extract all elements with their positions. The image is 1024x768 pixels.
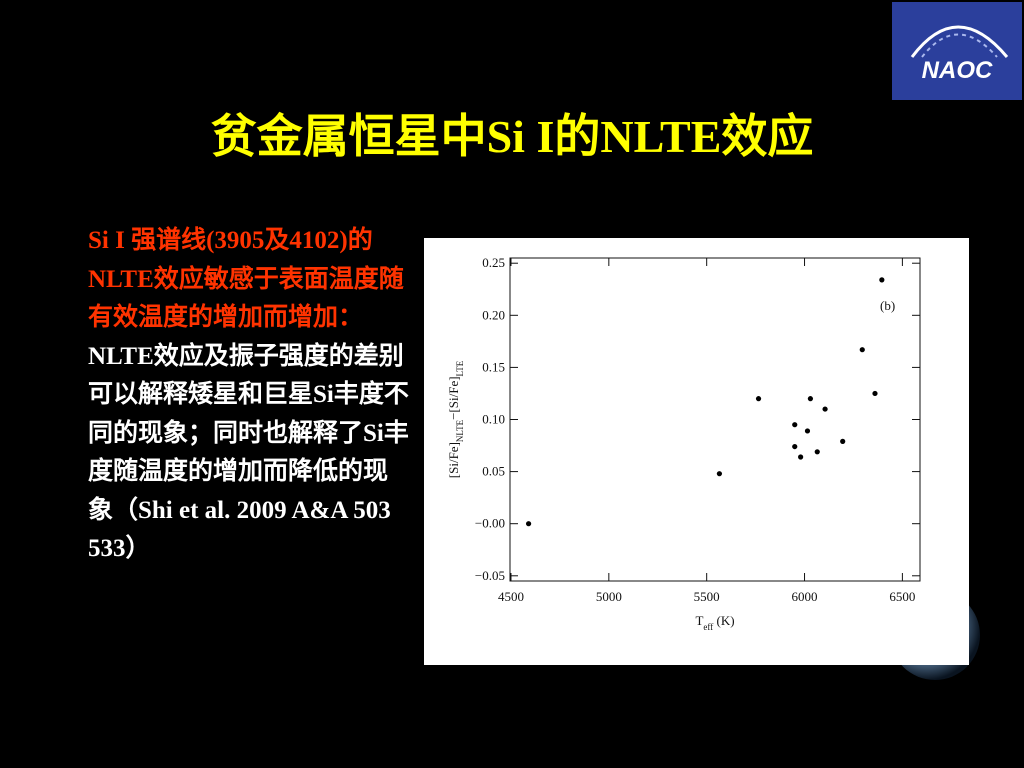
- y-axis-label-part: LTE: [455, 360, 465, 376]
- data-point: [807, 396, 814, 402]
- x-tick-label: 5000: [596, 589, 622, 604]
- x-axis-label-part: T: [695, 613, 703, 628]
- y-tick-label: 0.05: [482, 464, 505, 479]
- logo-arc: [910, 25, 1009, 58]
- data-point: [792, 422, 798, 428]
- highlight-text: Si I 强谱线(3905及4102)的NLTE效应敏感于表面温度随有效温度的增…: [88, 227, 404, 331]
- y-tick-label: 0.10: [482, 412, 505, 427]
- y-tick-label: 0.15: [482, 359, 505, 374]
- data-point: [792, 443, 798, 450]
- slide-title: 贫金属恒星中Si I的NLTE效应: [210, 111, 814, 162]
- y-tick-label: 0.20: [482, 307, 505, 322]
- y-axis-label-part: −[Si/Fe]: [446, 376, 461, 419]
- data-point: [840, 438, 846, 444]
- x-axis-label-part: eff: [703, 622, 713, 632]
- annotation: (b): [880, 298, 895, 313]
- plot-frame: [509, 257, 921, 582]
- data-point: [822, 406, 828, 412]
- x-axis-label: Teff (K): [695, 613, 734, 632]
- chart-panel: 4500 5000 5500 6000 6500 0.25 0.20 0.15 0.10 0.05…: [424, 238, 969, 665]
- x-tick-label: 4500: [498, 589, 524, 604]
- x-tick-label: 5500: [694, 589, 720, 604]
- logo-graphic: NAOC: [892, 2, 1022, 100]
- y-axis-label-part: [Si/Fe]: [446, 442, 461, 478]
- chart: 4500 5000 5500 6000 6500 0.25 0.20 0.15 0.10 0.05…: [446, 255, 921, 632]
- x-tick-label: 6000: [792, 589, 818, 604]
- y-axis-label: [Si/Fe]NLTE−[Si/Fe]LTE: [446, 360, 465, 478]
- logo-text: NAOC: [922, 57, 993, 84]
- logo-arc: [921, 33, 998, 58]
- data-point: [755, 396, 762, 402]
- data-point: [798, 454, 804, 460]
- data-point: [879, 277, 885, 283]
- y-tick-label: −0.00: [475, 516, 505, 531]
- data-point: [872, 390, 878, 397]
- data-point: [814, 449, 820, 455]
- y-tick-label: 0.25: [482, 255, 505, 270]
- data-point: [716, 471, 723, 477]
- data-point: [859, 347, 865, 353]
- data-point: [525, 521, 532, 527]
- x-axis-label-part: (K): [713, 613, 734, 628]
- data-point: [804, 428, 811, 434]
- y-axis-label-part: NLTE: [455, 419, 465, 442]
- logo: NAOC: [892, 2, 1022, 100]
- body-paragraph: NLTE效应及振子强度的差别可以解释矮星和巨星Si丰度不同的现象；同时也解释了S…: [88, 342, 409, 563]
- body-text: Si I 强谱线(3905及4102)的NLTE效应敏感于表面温度随有效温度的增…: [88, 222, 412, 569]
- x-tick-label: 6500: [889, 589, 915, 604]
- y-tick-label: −0.05: [475, 568, 505, 583]
